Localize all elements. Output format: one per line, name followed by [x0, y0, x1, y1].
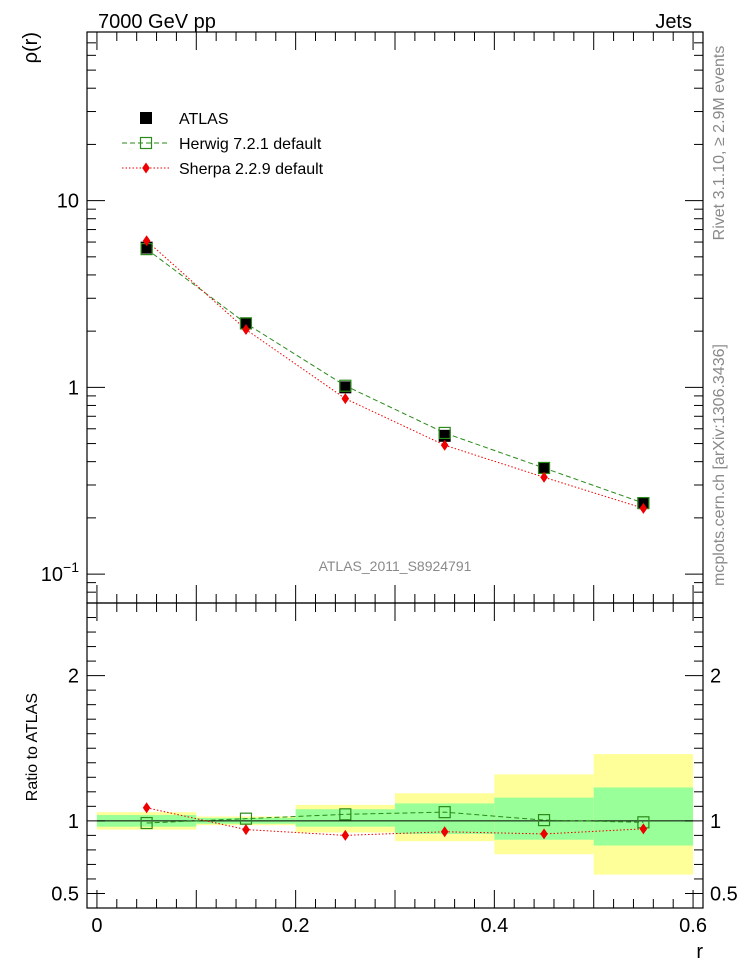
sherpa-point	[440, 439, 449, 451]
y-tick-label: 10	[57, 191, 79, 213]
herwig-line	[146, 248, 644, 504]
ratio-ticks	[87, 602, 703, 909]
main-series-markers	[140, 235, 650, 514]
ratio-y-tick-label: 0.5	[51, 883, 79, 905]
legend-marker-atlas	[140, 112, 152, 124]
x-tick-label: 0.6	[679, 915, 707, 937]
ratio-sherpa-point	[142, 802, 151, 814]
ratio-sherpa-point	[242, 824, 250, 836]
main-ticks	[87, 31, 703, 604]
ratio-sherpa-point	[341, 829, 350, 841]
legend-label: Sherpa 2.2.9 default	[179, 161, 324, 178]
sherpa-point	[242, 324, 250, 336]
ratio-sherpa-point	[639, 823, 648, 835]
ratio-panel: 0.5 0.5 1 1 2 2 0 0.2 0.4 0.6 Ratio to ATLAS r	[24, 602, 738, 963]
sherpa-line	[146, 240, 644, 509]
ratio-sherpa-point	[540, 828, 548, 840]
ratio-y-tick-label: 1	[68, 811, 79, 833]
ratio-herwig-point	[339, 808, 352, 821]
main-panel: 10−1 1 10 ρ(r) ATLAS_2011_S8924791 ATLAS He…	[20, 31, 704, 604]
ratio-y-tick-label-right: 2	[710, 666, 721, 688]
main-y-tick-labels: 10−1 1 10	[41, 191, 79, 586]
ratio-herwig-point	[537, 814, 551, 827]
x-tick-label: 0	[91, 915, 102, 937]
sherpa-point	[540, 471, 548, 483]
y-tick-label: 10−1	[41, 559, 79, 586]
header-left: 7000 GeV pp	[98, 11, 216, 33]
y-tick-label: 1	[68, 377, 79, 399]
legend: ATLAS Herwig 7.2.1 default Sherpa 2.2.9 de…	[122, 111, 324, 178]
inner-band	[295, 809, 395, 827]
ratio-y-axis-label: Ratio to ATLAS	[24, 693, 41, 801]
main-series-lines	[146, 240, 644, 509]
sherpa-point	[142, 235, 151, 247]
sherpa-point	[341, 393, 350, 405]
side-text-bottom: mcplots.cern.ch [arXiv:1306.3436]	[711, 344, 728, 586]
x-tick-label: 0.2	[282, 915, 310, 937]
ratio-y-tick-labels: 0.5 0.5 1 1 2 2	[51, 666, 738, 906]
legend-label: ATLAS	[179, 111, 229, 128]
legend-marker-sherpa	[142, 162, 150, 174]
ratio-sherpa-line	[146, 807, 644, 836]
ratio-x-tick-labels: 0 0.2 0.4 0.6	[91, 915, 707, 937]
legend-item: ATLAS	[140, 111, 229, 128]
side-text-top: Rivet 3.1.10, ≥ 2.9M events	[711, 46, 728, 241]
atlas-point	[438, 429, 451, 442]
ratio-y-tick-label-right: 0.5	[710, 883, 738, 905]
main-y-axis-label: ρ(r)	[20, 32, 42, 63]
legend-item: Sherpa 2.2.9 default	[122, 161, 324, 178]
ratio-series-lines	[146, 807, 644, 836]
herwig-point	[339, 379, 352, 392]
ratio-y-tick-label: 2	[68, 666, 79, 688]
ratio-uncertainty-bands	[96, 754, 694, 875]
watermark: ATLAS_2011_S8924791	[319, 558, 472, 574]
x-axis-label: r	[696, 941, 703, 963]
legend-label: Herwig 7.2.1 default	[179, 136, 322, 153]
ratio-herwig-line	[146, 811, 644, 824]
legend-item: Herwig 7.2.1 default	[122, 136, 322, 153]
ratio-herwig-point	[438, 806, 451, 819]
header-right: Jets	[655, 11, 692, 33]
ratio-series-markers	[140, 802, 650, 841]
herwig-point	[438, 426, 451, 440]
legend-marker-herwig	[139, 136, 153, 150]
x-tick-label: 0.4	[480, 915, 508, 937]
ratio-herwig-point	[140, 816, 153, 830]
ratio-sherpa-point	[440, 826, 449, 838]
ratio-y-tick-label-right: 1	[710, 811, 721, 833]
sherpa-point	[639, 502, 648, 514]
